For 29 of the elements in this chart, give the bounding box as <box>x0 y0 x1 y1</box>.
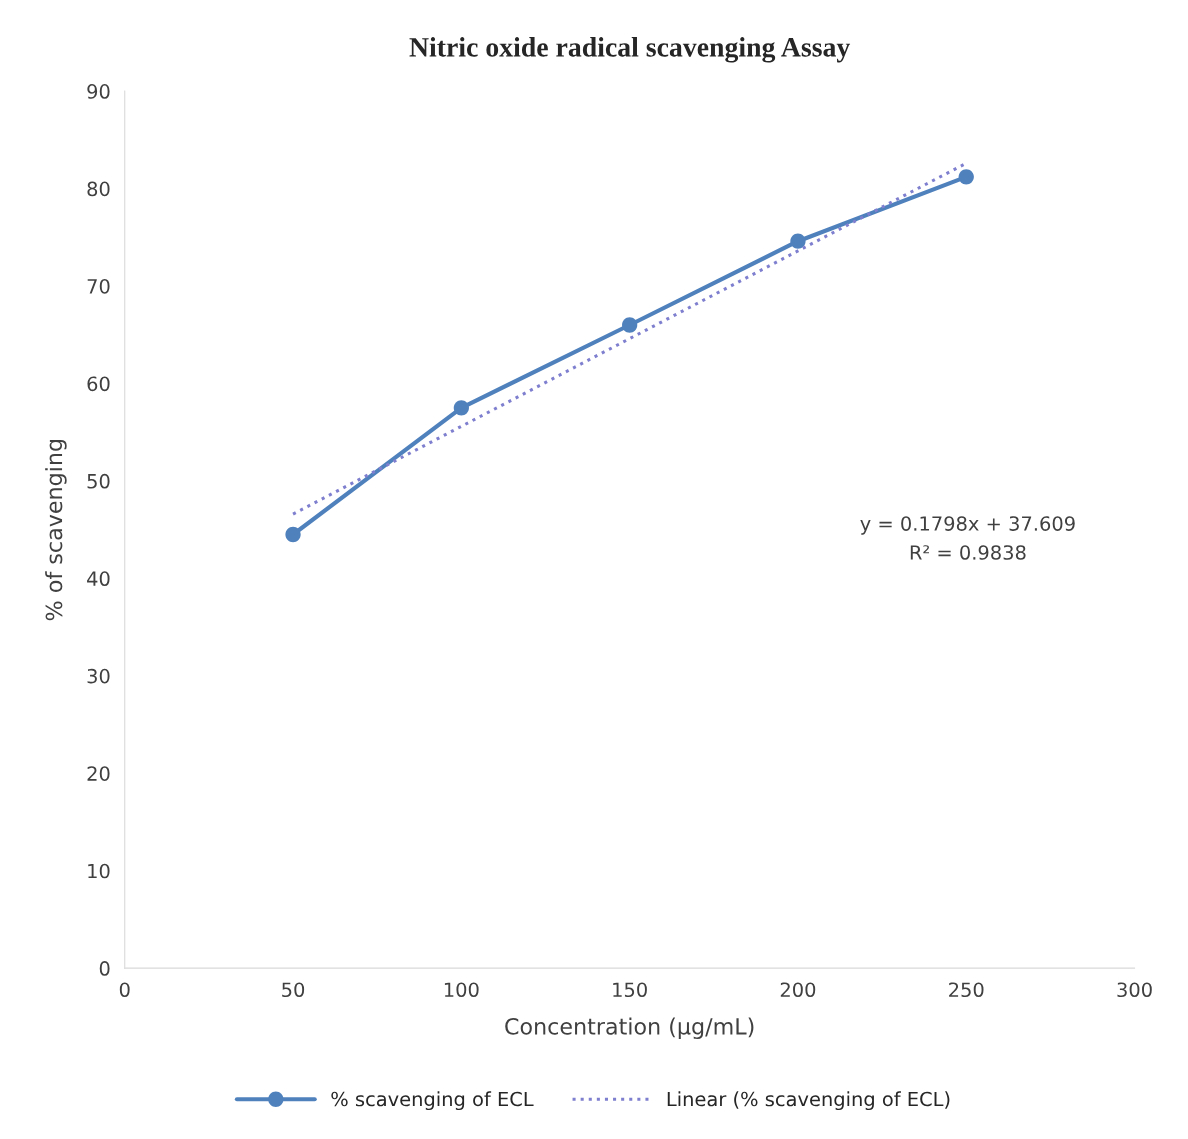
y-tick-label: 10 <box>88 863 110 879</box>
y-tick-label: 70 <box>87 278 110 294</box>
point <box>958 169 974 185</box>
chart-title: Nitric oxide radical scavenging Assay <box>409 37 851 63</box>
point <box>453 400 469 416</box>
annotation: R² = 0.9838 <box>910 545 1026 560</box>
y-axis-title: % of scavenging <box>45 439 67 621</box>
x-tick-label: 50 <box>282 982 305 998</box>
y-tick-label: 30 <box>87 668 110 684</box>
point <box>622 317 638 333</box>
x-tick-label: 150 <box>613 982 647 998</box>
x-tick-label: 300 <box>1117 982 1152 998</box>
point <box>790 233 806 249</box>
y-tick-label: 0 <box>99 961 110 976</box>
x-tick-label: 200 <box>780 982 816 998</box>
x-tick-label: 250 <box>949 982 984 998</box>
legend-label: Linear (% scavenging of ECL) <box>667 1091 950 1111</box>
y-tick-label: 80 <box>87 181 110 197</box>
x-tick-label: 0 <box>119 982 130 998</box>
y-tick-label: 20 <box>87 766 110 781</box>
y-tick-label: 50 <box>87 473 110 489</box>
y-tick-label: 90 <box>87 84 110 99</box>
point <box>285 526 301 543</box>
annotation: y = 0.1798x + 37.609 <box>860 516 1075 535</box>
y-tick-label: 60 <box>87 376 110 392</box>
legend-label: % scavenging of ECL <box>331 1091 534 1111</box>
x-tick-label: 100 <box>444 982 479 998</box>
y-tick-label: 40 <box>87 571 110 587</box>
x-axis-title: Concentration (µg/mL) <box>505 1017 754 1040</box>
